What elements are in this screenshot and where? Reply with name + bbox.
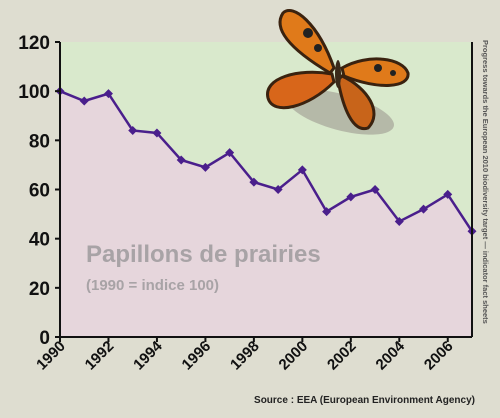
marker xyxy=(297,165,307,175)
marker xyxy=(249,177,259,187)
side-note: Progress towards the European 2010 biodi… xyxy=(481,40,490,324)
y-tick-label: 40 xyxy=(29,230,50,251)
marker xyxy=(322,207,332,217)
y-tick-label: 60 xyxy=(29,181,50,202)
marker xyxy=(103,89,113,99)
marker xyxy=(394,216,404,226)
area xyxy=(60,91,472,338)
marker xyxy=(346,192,356,202)
butterfly xyxy=(266,9,410,135)
y-tick-label: 100 xyxy=(18,82,50,103)
marker xyxy=(79,96,89,106)
marker xyxy=(152,128,162,138)
chart-subtitle: (1990 = indice 100) xyxy=(86,277,219,294)
marker xyxy=(128,126,138,135)
marker xyxy=(176,155,186,165)
y-tick-label: 20 xyxy=(29,279,50,300)
marker xyxy=(443,189,453,199)
marker xyxy=(225,148,235,158)
chart-title: Papillons de prairies xyxy=(86,241,321,268)
marker xyxy=(200,162,210,172)
y-tick-label: 80 xyxy=(29,131,50,152)
y-tick-label: 0 xyxy=(39,328,50,349)
marker xyxy=(273,185,283,194)
source-note: Source : EEA (European Environment Agenc… xyxy=(254,395,475,406)
line xyxy=(59,90,474,232)
y-tick-label: 120 xyxy=(18,33,50,54)
marker xyxy=(419,204,429,214)
marker xyxy=(370,185,380,194)
